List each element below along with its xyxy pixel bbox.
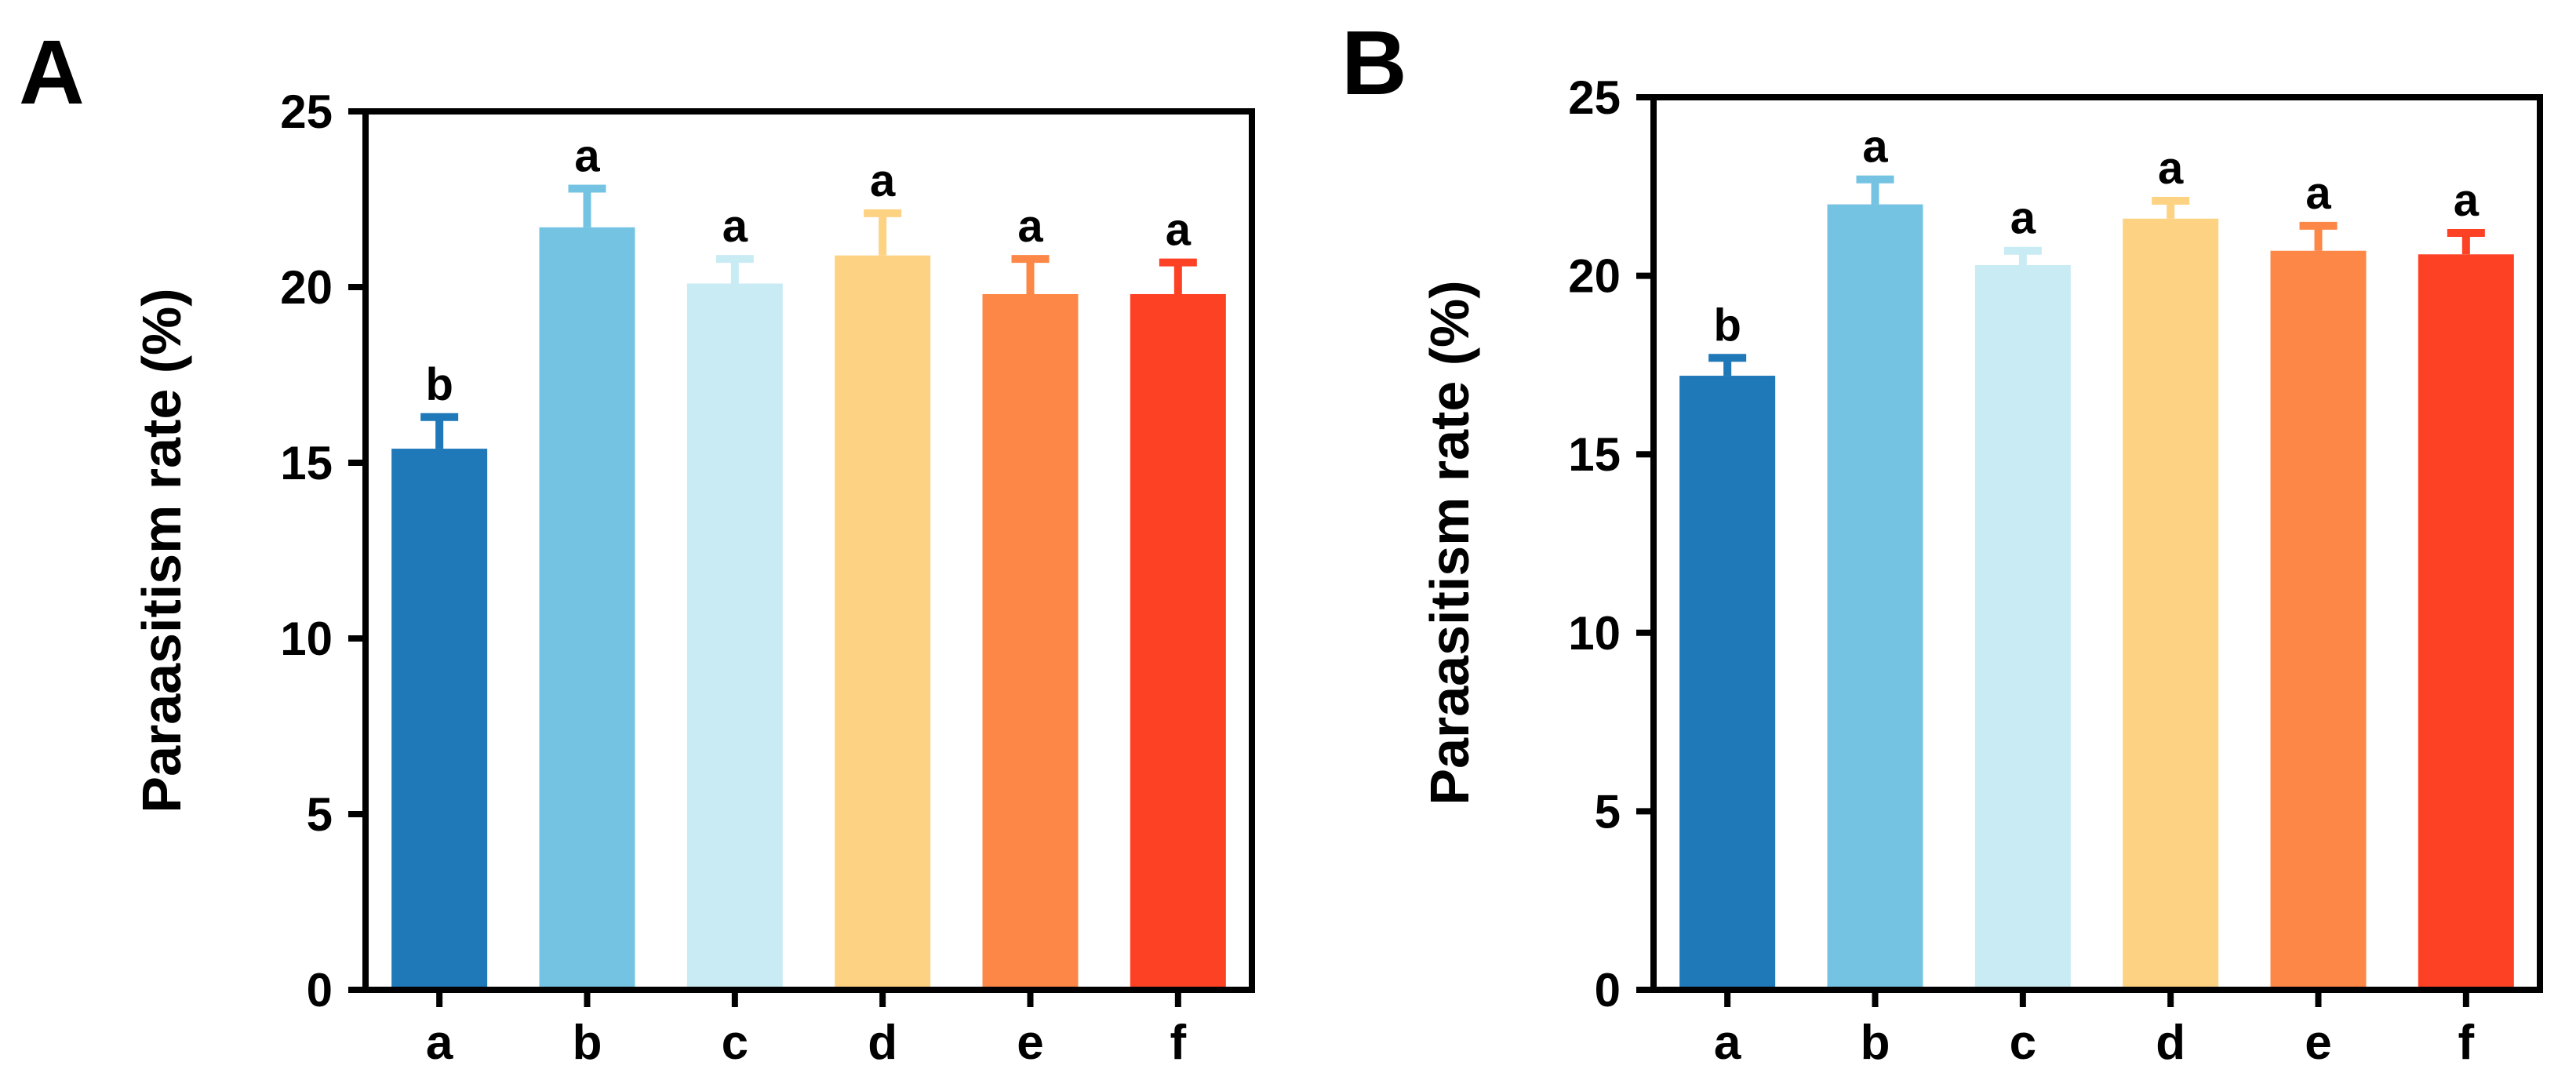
plot-frame <box>1650 94 2543 993</box>
bar-b <box>539 227 635 991</box>
significance-label: a <box>870 155 896 206</box>
bar-f <box>1130 293 1226 991</box>
x-tick-label: c <box>722 1016 748 1070</box>
significance-label: b <box>425 359 453 410</box>
significance-label: a <box>1017 201 1043 252</box>
y-tick-label: 15 <box>1568 428 1621 481</box>
y-tick-label: 25 <box>280 85 333 138</box>
bar-a <box>391 449 488 990</box>
y-tick-label: 5 <box>307 788 333 841</box>
bar-a <box>1679 376 1776 990</box>
bar-b <box>1827 204 1923 990</box>
y-tick-label: 15 <box>280 437 333 489</box>
bar-e <box>982 293 1079 991</box>
x-tick-label: e <box>2305 1016 2331 1070</box>
significance-label: b <box>1713 300 1741 351</box>
y-tick-label: 20 <box>1568 250 1621 303</box>
significance-label: a <box>2305 168 2331 219</box>
y-tick-label: 5 <box>1595 785 1621 838</box>
significance-label: a <box>2010 193 2036 244</box>
bar-e <box>2270 250 2367 991</box>
significance-label: a <box>2454 175 2480 226</box>
panel-letter: B <box>1341 12 1407 114</box>
panel-b: B Paraasitism rate (%) b a a b a c a d a e a f 0 5 10 15 2… <box>1341 12 2543 1070</box>
bar-d <box>835 255 931 990</box>
plot-frame <box>362 108 1255 993</box>
bar-c <box>1974 264 2071 991</box>
significance-label: a <box>722 201 748 252</box>
x-tick-label: f <box>2458 1016 2475 1070</box>
bar-c <box>686 283 783 990</box>
x-tick-label: a <box>1714 1016 1741 1070</box>
y-tick-label: 25 <box>1568 71 1621 124</box>
significance-label: a <box>2158 143 2184 194</box>
panel-a: A Paraasitism rate (%) b a a b a c a d a e a f 0 5 10 15 2… <box>19 21 1255 1070</box>
panel-letter: A <box>19 21 85 123</box>
y-tick-label: 20 <box>280 261 333 314</box>
y-tick-label: 0 <box>1595 964 1621 1016</box>
bar-d <box>2123 218 2219 990</box>
y-tick-label: 0 <box>307 964 333 1016</box>
significance-label: a <box>574 131 600 182</box>
significance-label: a <box>1166 205 1192 256</box>
x-tick-label: b <box>573 1016 602 1070</box>
x-tick-label: c <box>2010 1016 2036 1070</box>
x-tick-label: b <box>1861 1016 1890 1070</box>
y-tick-label: 10 <box>1568 607 1621 660</box>
x-tick-label: a <box>426 1016 453 1070</box>
bar-f <box>2418 254 2514 991</box>
x-tick-label: f <box>1170 1016 1187 1070</box>
y-axis-label: Paraasitism rate (%) <box>131 288 192 813</box>
x-tick-label: d <box>2156 1016 2185 1070</box>
significance-label: a <box>1862 122 1888 173</box>
x-tick-label: e <box>1017 1016 1043 1070</box>
y-tick-label: 10 <box>280 613 333 665</box>
x-tick-label: d <box>868 1016 897 1070</box>
y-axis-label: Paraasitism rate (%) <box>1419 280 1480 805</box>
